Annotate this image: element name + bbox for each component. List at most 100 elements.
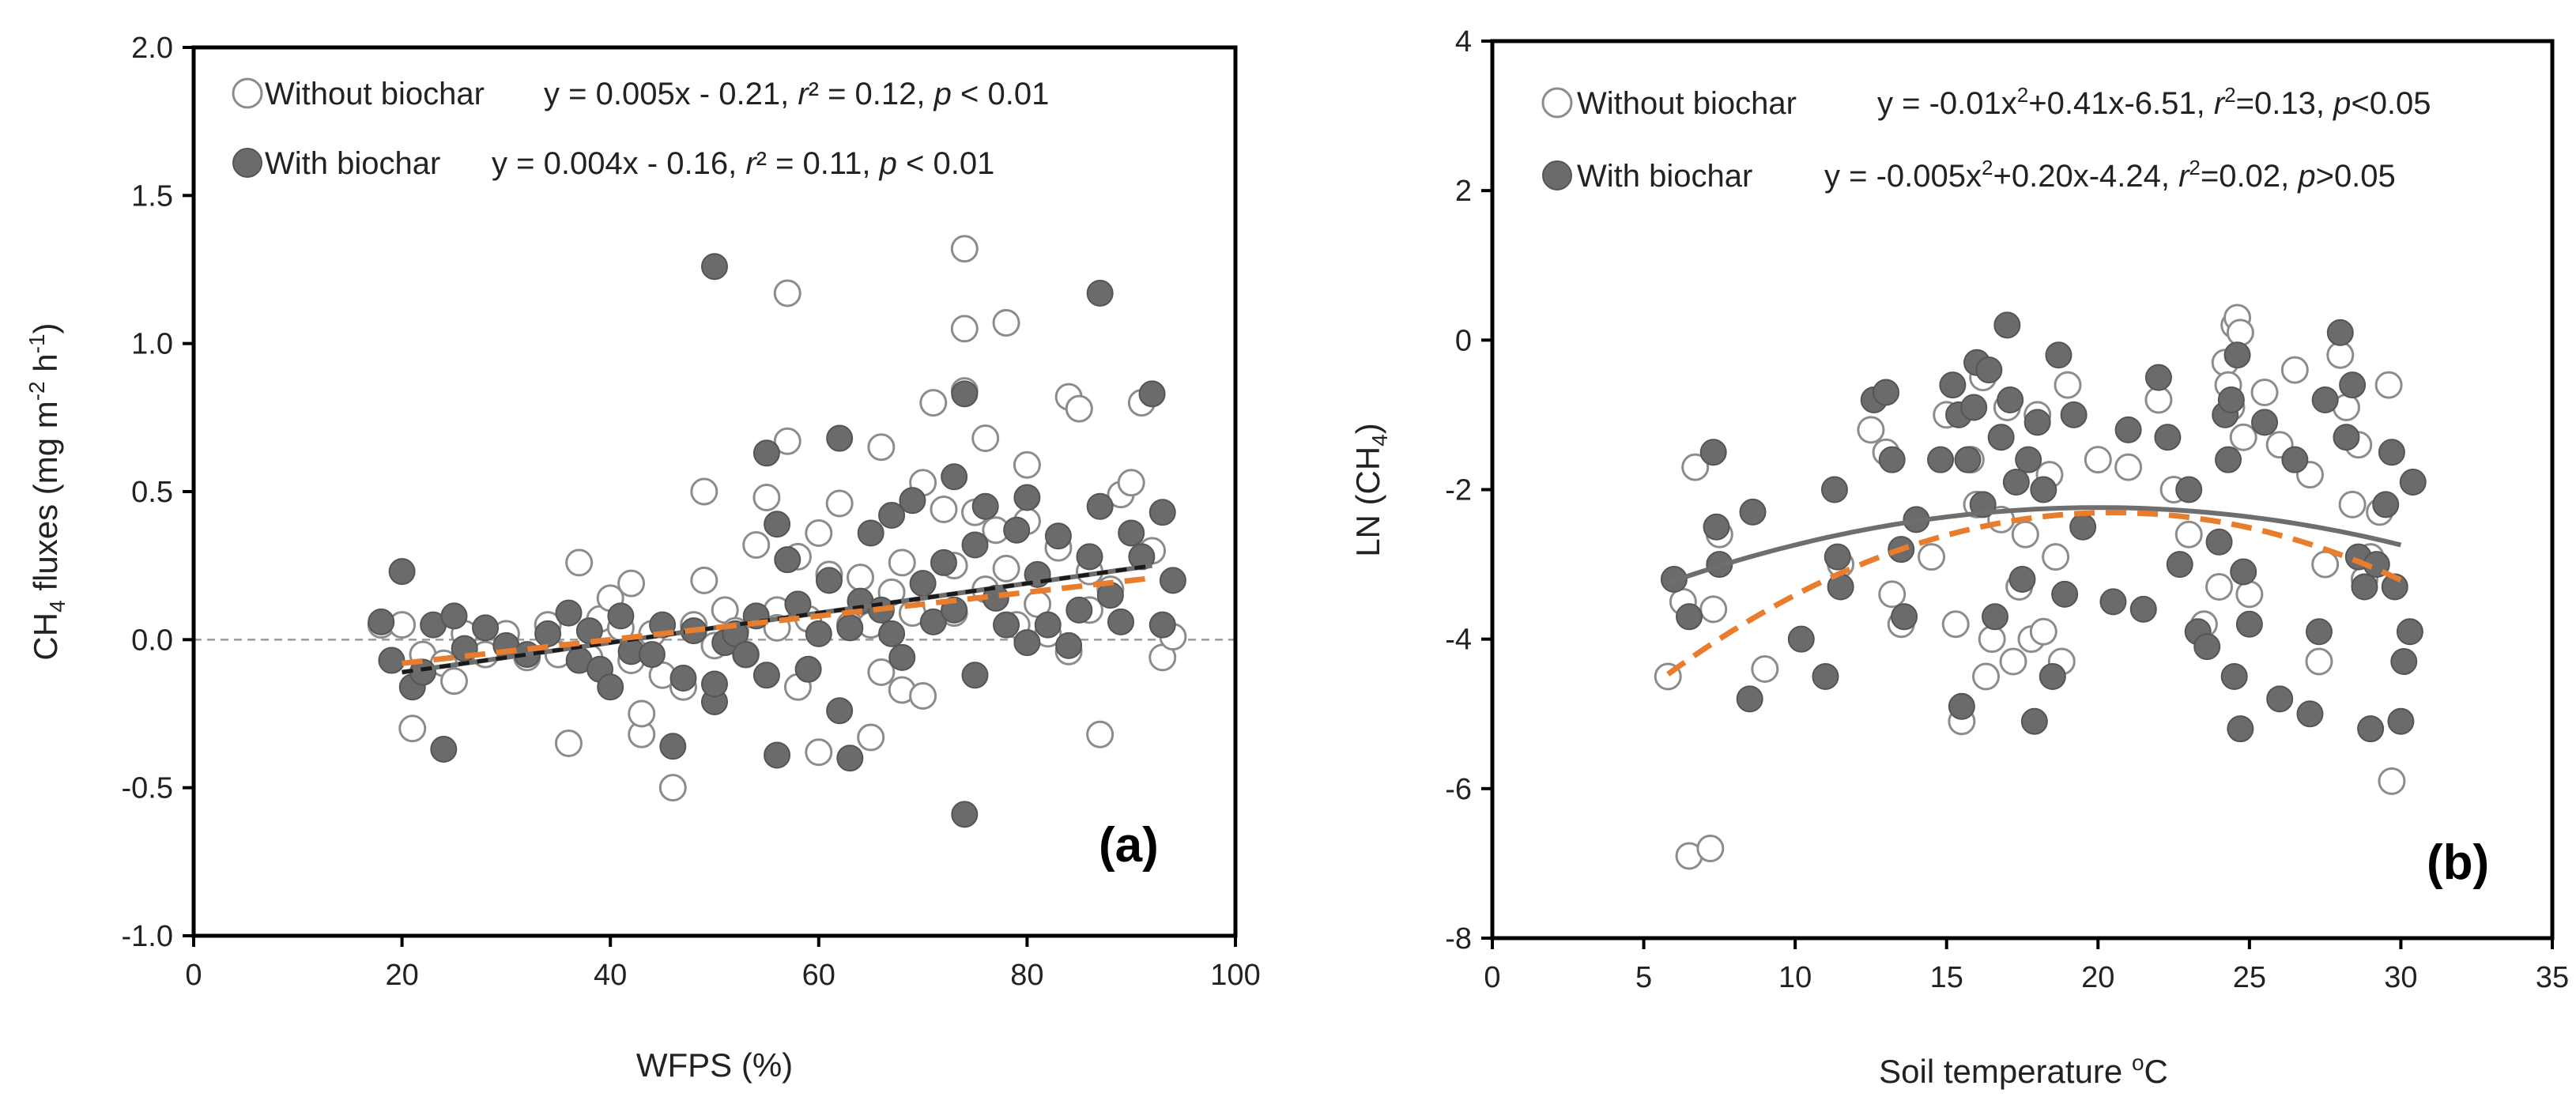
with-biochar-point [2396, 618, 2423, 646]
y-tick-label: -0.5 [122, 772, 173, 805]
without-biochar-point [805, 518, 833, 547]
legend-equation-with-biochar: y = 0.004x - 0.16, r² = 0.11, p < 0.01 [492, 146, 994, 181]
panel-b-points [1654, 303, 2427, 870]
with-biochar-point [805, 620, 832, 647]
without-biochar-point [2084, 446, 2112, 474]
legend-marker-with-biochar [1542, 160, 1572, 190]
fit-line-with-biochar-solid [1667, 505, 2402, 586]
with-biochar-point [2305, 618, 2333, 646]
with-biochar-point [1118, 519, 1145, 547]
x-tick-label: 60 [802, 959, 835, 992]
with-biochar-point [951, 380, 979, 408]
with-biochar-point [701, 670, 728, 698]
panel-b-x-axis-label: Soil temperature oC [1879, 1050, 2168, 1090]
y-tick-label: -8 [1445, 922, 1472, 956]
with-biochar-point [1997, 386, 2024, 413]
with-biochar-point [2227, 715, 2254, 743]
with-biochar-point [2129, 595, 2157, 623]
legend-label-without-biochar: Without biochar [265, 77, 485, 111]
legend-equation-without-biochar: y = 0.005x - 0.21, r² = 0.12, p < 0.01 [544, 77, 1049, 111]
x-tick-label: 10 [1778, 961, 1812, 994]
with-biochar-point [388, 558, 416, 586]
with-biochar-point [878, 620, 906, 647]
without-biochar-point [1999, 647, 2027, 676]
without-biochar-point [805, 738, 833, 767]
without-biochar-point [1696, 835, 1725, 862]
with-biochar-point [1013, 484, 1041, 511]
with-biochar-point [826, 424, 854, 452]
with-biochar-point [2045, 341, 2072, 369]
with-biochar-point [1993, 311, 2021, 339]
panel-a-y-axis-label: CH4 fluxes (mg m-2 h-1) [25, 322, 70, 660]
with-biochar-point [1013, 629, 1041, 657]
y-tick-label: 0.0 [131, 624, 173, 657]
with-biochar-point [2023, 409, 2051, 436]
with-biochar-point [430, 735, 458, 763]
without-biochar-point [1086, 720, 1115, 748]
panel-a-points [194, 235, 1235, 828]
without-biochar-point [628, 699, 656, 728]
with-biochar-point [1787, 625, 1815, 653]
with-biochar-point [764, 511, 791, 538]
with-biochar-point [659, 733, 687, 760]
with-biochar-point [764, 741, 791, 769]
x-tick-label: 100 [1210, 959, 1260, 992]
with-biochar-point [1076, 543, 1103, 571]
with-biochar-point [1812, 662, 1839, 690]
with-biochar-point [794, 655, 822, 683]
panel-b-legend: Without biochar y = -0.01x2+0.41x-6.51, … [1541, 83, 2431, 194]
with-biochar-point [1086, 492, 1114, 520]
with-biochar-point [888, 643, 916, 671]
with-biochar-point [1873, 379, 1900, 406]
with-biochar-point [2114, 416, 2142, 443]
without-biochar-point [2311, 550, 2340, 579]
y-tick-label: -2 [1445, 474, 1472, 507]
x-tick-label: 20 [385, 959, 418, 992]
with-biochar-point [1159, 567, 1186, 594]
panel-a-x-axis-label: WFPS (%) [636, 1046, 793, 1084]
with-biochar-point [1878, 446, 1906, 473]
without-biochar-point [2042, 543, 2070, 571]
y-tick-label: 0 [1455, 324, 1472, 357]
without-biochar-point [1878, 580, 1907, 609]
with-biochar-point [1065, 596, 1093, 624]
with-biochar-point [2326, 319, 2354, 346]
without-biochar-point [992, 308, 1020, 337]
x-tick-label: 20 [2081, 961, 2114, 994]
with-biochar-point [368, 608, 395, 635]
with-biochar-point [2235, 610, 2263, 638]
without-biochar-point [2174, 520, 2203, 548]
panel-b-chart: 0 5 10 15 20 25 30 35 -8 -6 -4 -2 0 2 4 Without biocha… [1349, 25, 2569, 1090]
without-biochar-point [2054, 371, 2082, 399]
with-biochar-point [1948, 692, 1975, 720]
without-biochar-point [2011, 520, 2039, 548]
x-tick-label: 30 [2384, 961, 2417, 994]
with-biochar-point [752, 439, 780, 467]
with-biochar-point [2015, 446, 2042, 473]
legend-label-with-biochar: With biochar [1577, 159, 1752, 194]
with-biochar-point [2166, 551, 2193, 579]
with-biochar-point [2020, 707, 2048, 735]
with-biochar-point [1676, 603, 1703, 631]
with-biochar-point [2030, 476, 2057, 503]
without-biochar-point [440, 667, 468, 696]
with-biochar-point [2311, 386, 2339, 413]
panel-a-fit-lines [402, 563, 1153, 675]
with-biochar-point [2205, 528, 2233, 556]
with-biochar-point [638, 641, 666, 669]
without-biochar-point [1065, 394, 1093, 423]
with-biochar-point [1034, 611, 1062, 639]
with-biochar-point [1975, 356, 2003, 384]
with-biochar-point [607, 602, 635, 630]
with-biochar-point [2378, 439, 2405, 466]
panel-a-legend: Without biochar y = 0.005x - 0.21, r² = … [232, 77, 1049, 181]
x-tick-label: 40 [594, 959, 627, 992]
without-biochar-point [2205, 572, 2234, 601]
without-biochar-point [1918, 543, 1946, 571]
with-biochar-point [2372, 491, 2400, 518]
without-biochar-point [867, 658, 896, 687]
without-biochar-point [1978, 625, 2006, 654]
with-biochar-point [534, 620, 562, 647]
panel-a-chart: 0 20 40 60 80 100 -1.0 -0.5 0.0 0.5 1.0 1.5 2.0 With… [25, 32, 1261, 1084]
